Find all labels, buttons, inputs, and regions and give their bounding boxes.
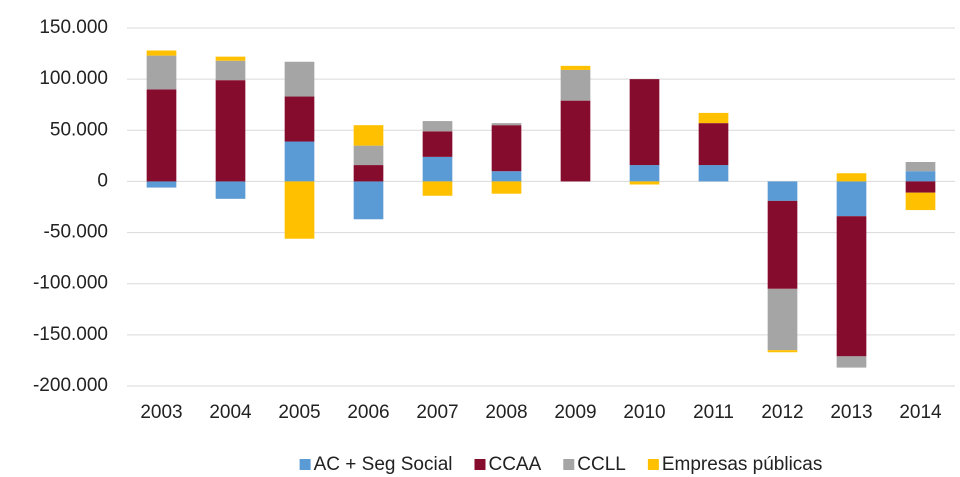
bar — [698, 123, 729, 166]
bar — [146, 181, 177, 188]
bar — [284, 96, 315, 142]
y-tick-label: -50.000 — [44, 222, 108, 243]
bar — [629, 181, 660, 185]
x-tick-label: 2007 — [416, 402, 458, 423]
legend-swatch — [563, 459, 575, 470]
bar — [836, 173, 867, 182]
legend-label: CCLL — [577, 454, 626, 475]
bar — [215, 181, 246, 199]
bar — [905, 192, 936, 211]
y-tick-label: -100.000 — [33, 273, 108, 294]
bar — [353, 125, 384, 146]
bar — [353, 181, 384, 220]
bar — [146, 89, 177, 182]
x-tick-label: 2009 — [554, 402, 596, 423]
legend-swatch — [647, 459, 659, 470]
x-tick-label: 2004 — [209, 402, 252, 423]
bar — [422, 131, 453, 157]
x-tick-label: 2008 — [485, 402, 527, 423]
bar — [698, 112, 729, 124]
x-tick-label: 2010 — [623, 402, 665, 423]
y-tick-label: -150.000 — [33, 324, 108, 345]
legend-label: CCAA — [488, 454, 541, 475]
legend-swatch — [299, 459, 311, 470]
bar — [215, 80, 246, 182]
x-tick-label: 2013 — [830, 402, 872, 423]
legend-label: Empresas públicas — [662, 454, 823, 475]
bar — [353, 165, 384, 182]
y-tick-label: -200.000 — [33, 375, 108, 396]
legend-swatch — [474, 459, 486, 470]
bar — [629, 165, 660, 182]
bar — [422, 181, 453, 196]
legend-label: AC + Seg Social — [314, 454, 453, 475]
bar — [215, 60, 246, 81]
y-tick-label: 0 — [97, 170, 108, 191]
bar — [629, 79, 660, 166]
bar — [491, 123, 522, 126]
bar — [146, 55, 177, 90]
bar — [146, 50, 177, 56]
bar — [560, 65, 591, 70]
bar — [491, 171, 522, 182]
bar — [836, 356, 867, 368]
bar — [836, 216, 867, 357]
x-tick-label: 2012 — [761, 402, 803, 423]
bar — [422, 121, 453, 132]
bar — [836, 181, 867, 217]
x-tick-label: 2003 — [140, 402, 182, 423]
x-tick-label: 2006 — [347, 402, 389, 423]
bar — [353, 145, 384, 166]
bar — [905, 161, 936, 172]
bar — [905, 171, 936, 182]
bar — [560, 69, 591, 101]
bar — [491, 181, 522, 194]
bar — [491, 125, 522, 172]
bar — [905, 181, 936, 193]
x-tick-label: 2014 — [899, 402, 942, 423]
y-tick-label: 150.000 — [39, 17, 108, 38]
bar — [422, 156, 453, 182]
bar — [215, 56, 246, 61]
bar — [284, 61, 315, 97]
y-tick-label: 50.000 — [50, 119, 108, 140]
bar — [767, 200, 798, 289]
bar — [698, 165, 729, 182]
bar — [560, 100, 591, 182]
y-tick-label: 100.000 — [39, 68, 108, 89]
bar — [767, 288, 798, 351]
bar — [284, 141, 315, 182]
bar — [767, 350, 798, 353]
x-tick-label: 2011 — [693, 402, 734, 423]
x-tick-label: 2005 — [278, 402, 320, 423]
bar — [284, 181, 315, 239]
bar — [767, 181, 798, 201]
